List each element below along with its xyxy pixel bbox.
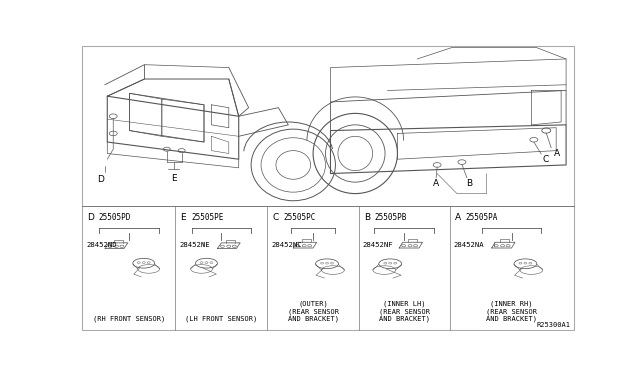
Text: 28452NE: 28452NE bbox=[179, 242, 210, 248]
Text: 25505PD: 25505PD bbox=[99, 213, 131, 222]
Text: C: C bbox=[542, 155, 548, 164]
Text: 28452NA: 28452NA bbox=[454, 242, 484, 248]
Text: C: C bbox=[273, 213, 278, 222]
Text: (LH FRONT SENSOR): (LH FRONT SENSOR) bbox=[185, 316, 257, 323]
Text: R25300A1: R25300A1 bbox=[536, 322, 570, 328]
Text: A: A bbox=[433, 179, 439, 188]
Text: A: A bbox=[554, 149, 560, 158]
Text: 28452NC: 28452NC bbox=[271, 242, 302, 248]
Text: E: E bbox=[180, 213, 186, 222]
Text: E: E bbox=[172, 174, 177, 183]
Text: 25505PC: 25505PC bbox=[284, 213, 316, 222]
Text: (INNER LH)
(REAR SENSOR
AND BRACKET): (INNER LH) (REAR SENSOR AND BRACKET) bbox=[379, 301, 429, 323]
Text: (RH FRONT SENSOR): (RH FRONT SENSOR) bbox=[93, 316, 165, 323]
Text: (OUTER)
(REAR SENSOR
AND BRACKET): (OUTER) (REAR SENSOR AND BRACKET) bbox=[287, 301, 339, 323]
Text: 25505PE: 25505PE bbox=[191, 213, 223, 222]
Text: D: D bbox=[88, 213, 94, 222]
Text: 28452ND: 28452ND bbox=[86, 242, 117, 248]
Text: B: B bbox=[466, 179, 472, 188]
Text: B: B bbox=[364, 213, 370, 222]
Text: (INNER RH)
(REAR SENSOR
AND BRACKET): (INNER RH) (REAR SENSOR AND BRACKET) bbox=[486, 301, 537, 323]
Text: 28452NF: 28452NF bbox=[363, 242, 394, 248]
Text: D: D bbox=[97, 175, 104, 184]
Text: 25505PB: 25505PB bbox=[374, 213, 407, 222]
Text: 25505PA: 25505PA bbox=[465, 213, 498, 222]
Text: A: A bbox=[454, 213, 461, 222]
